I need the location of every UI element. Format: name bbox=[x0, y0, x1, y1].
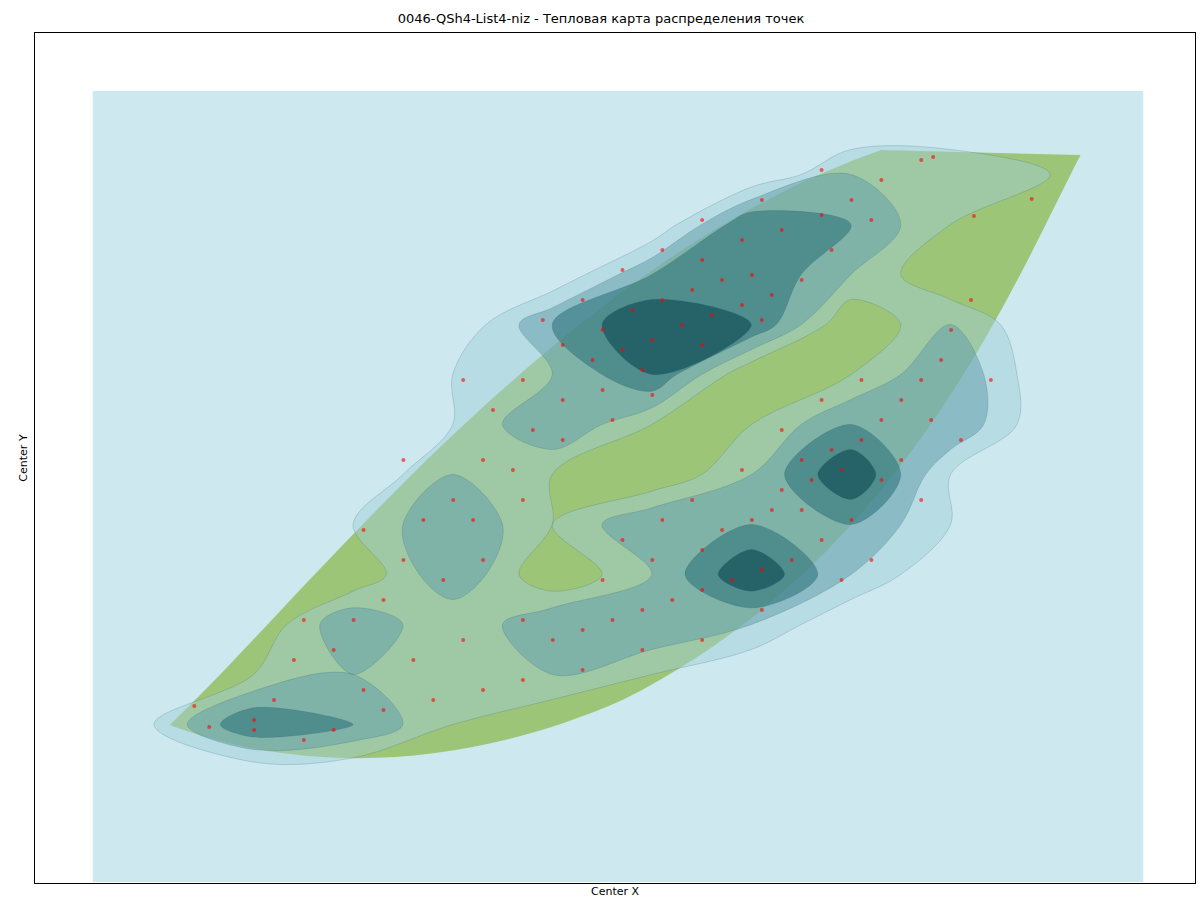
svg-text:Center X: Center X bbox=[591, 885, 640, 898]
svg-text:Center Y: Center Y bbox=[17, 434, 30, 482]
svg-text:0046-QSh4-List4-niz - Тепловая: 0046-QSh4-List4-niz - Тепловая карта рас… bbox=[398, 11, 805, 26]
